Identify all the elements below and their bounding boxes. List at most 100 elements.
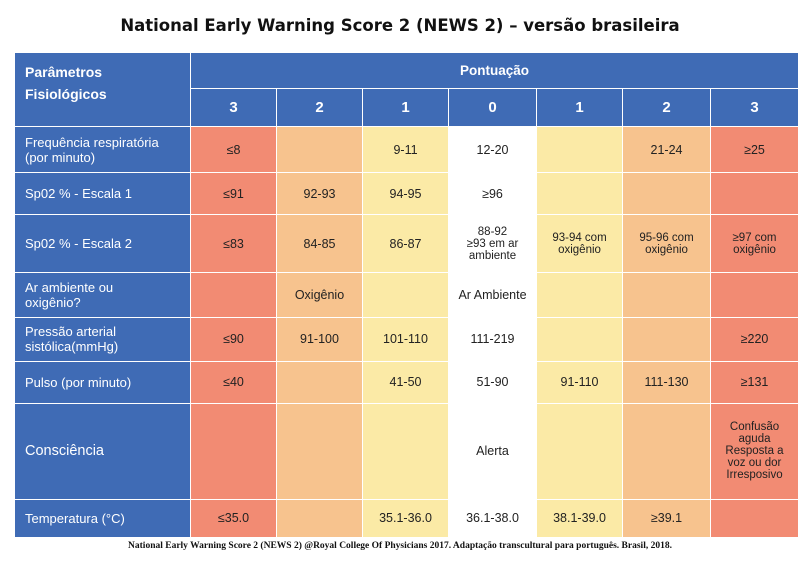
score-cell: Alerta <box>448 402 537 500</box>
score-cell-value: Confusão aguda Resposta a voz ou dor Irr… <box>725 421 784 482</box>
table-row: Sp02 % - Escala 1 ≤91 92-93 94-95 ≥96 <box>14 172 800 216</box>
table-row: Frequência respiratória (por minuto) ≤8 9-1… <box>14 126 800 174</box>
score-cell-value: 93-94 com oxigênio <box>552 231 607 256</box>
score-cell-value: Ar Ambiente <box>458 287 527 302</box>
score-cell <box>709 172 800 216</box>
score-cell-value: ≥25 <box>744 142 765 157</box>
score-cell-value: 95-96 com oxigênio <box>639 231 694 256</box>
score-cell: 101-110 <box>362 316 449 362</box>
score-cell-value: ≥39.1 <box>650 511 683 526</box>
score-cell: ≤35.0 <box>190 498 277 539</box>
score-cell-value: ≤83 <box>223 236 244 251</box>
score-header: 2 <box>622 88 711 128</box>
score-cell <box>536 272 623 318</box>
score-cell <box>536 126 623 174</box>
score-header: 1 <box>362 88 449 128</box>
score-cell <box>709 272 800 318</box>
score-cell <box>276 498 363 539</box>
table-row: Sp02 % - Escala 2 ≤83 84-85 86-87 88-92 ≥93 … <box>14 214 800 274</box>
score-cell-value: 92-93 <box>303 186 336 201</box>
parameter-label-line1: Pulso (por minuto) <box>25 374 132 390</box>
score-cell <box>276 402 363 500</box>
score-cell-value: 91-100 <box>300 332 339 347</box>
score-cell: 111-130 <box>622 360 711 404</box>
page-title: National Early Warning Score 2 (NEWS 2) … <box>120 16 680 35</box>
parameters-header: Parâmetros Fisiológicos <box>14 51 191 128</box>
score-cell: 21-24 <box>622 126 711 174</box>
score-cell-value: 94-95 <box>389 186 422 201</box>
score-cell: 95-96 com oxigênio <box>622 214 711 274</box>
score-cell-value: ≥220 <box>740 332 769 347</box>
parameters-header-line1: Parâmetros <box>25 64 103 80</box>
score-header: 3 <box>709 88 800 128</box>
parameter-label: Ar ambiente ou oxigênio? <box>14 272 191 318</box>
table-row: Pulso (por minuto) ≤40 41-50 51-90 91-110 111… <box>14 360 800 404</box>
score-cell: ≥25 <box>709 126 800 174</box>
score-cell: Ar Ambiente <box>448 272 537 318</box>
parameter-label: Pulso (por minuto) <box>14 360 191 404</box>
parameter-label: Temperatura (°C) <box>14 498 191 539</box>
score-cell-value: 21-24 <box>650 142 683 157</box>
news2-table: Parâmetros Fisiológicos Pontuação 3 2 1 … <box>14 51 800 539</box>
table-row: Pressão arterial sistólica(mmHg) ≤90 91-100… <box>14 316 800 362</box>
score-cell: 84-85 <box>276 214 363 274</box>
score-cell: 88-92 ≥93 em ar ambiente <box>448 214 537 274</box>
score-cell: ≥39.1 <box>622 498 711 539</box>
score-cell <box>276 360 363 404</box>
score-cell <box>190 272 277 318</box>
score-cell: 92-93 <box>276 172 363 216</box>
score-header: 2 <box>276 88 363 128</box>
score-cell-value: 84-85 <box>303 236 336 251</box>
score-cell-value: 51-90 <box>476 375 509 390</box>
score-cell <box>536 316 623 362</box>
score-cell: ≤8 <box>190 126 277 174</box>
score-cell-value: ≤40 <box>223 375 244 390</box>
parameter-label-line2: (por minuto) <box>25 149 96 165</box>
parameter-label: Pressão arterial sistólica(mmHg) <box>14 316 191 362</box>
table-row: Ar ambiente ou oxigênio? Oxigênio Ar Ambien… <box>14 272 800 318</box>
score-cell: 35.1-36.0 <box>362 498 449 539</box>
score-cell: Confusão aguda Resposta a voz ou dor Irr… <box>709 402 800 500</box>
score-cell-value: 101-110 <box>383 332 428 347</box>
score-cell-value: ≤35.0 <box>217 511 250 526</box>
table-row: Temperatura (°C) ≤35.0 35.1-36.0 36.1-38.0 3… <box>14 498 800 539</box>
score-cell-value: 38.1-39.0 <box>553 511 606 526</box>
parameter-label-line1: Pressão arterial <box>25 324 117 340</box>
score-cell-value: ≤90 <box>223 332 244 347</box>
pontuacao-header: Pontuação <box>189 51 800 90</box>
score-header: 3 <box>190 88 277 128</box>
score-cell: 51-90 <box>448 360 537 404</box>
score-cell <box>709 498 800 539</box>
parameter-label-line1: Sp02 % - Escala 2 <box>25 236 132 252</box>
score-cell: 9-11 <box>362 126 449 174</box>
score-cell <box>362 402 449 500</box>
score-cell-value: 86-87 <box>389 236 422 251</box>
table-row: Consciência Alerta Confusão aguda Resposta… <box>14 402 800 500</box>
parameter-label-line1: Sp02 % - Escala 1 <box>25 186 132 202</box>
score-cell: ≥131 <box>709 360 800 404</box>
score-cell-value: 35.1-36.0 <box>379 511 432 526</box>
score-cell-value: 91-110 <box>560 375 599 390</box>
score-cell: 91-110 <box>536 360 623 404</box>
score-cell-value: ≤91 <box>223 186 244 201</box>
score-cell: 86-87 <box>362 214 449 274</box>
parameter-label-line1: Frequência respiratória <box>25 134 159 150</box>
parameter-label: Sp02 % - Escala 2 <box>14 214 191 274</box>
score-cell: 41-50 <box>362 360 449 404</box>
score-cell <box>276 126 363 174</box>
score-cell-value: 88-92 ≥93 em ar ambiente <box>466 225 519 262</box>
footer-citation: National Early Warning Score 2 (NEWS 2) … <box>128 541 672 551</box>
parameter-label: Sp02 % - Escala 1 <box>14 172 191 216</box>
score-cell: ≤40 <box>190 360 277 404</box>
score-cell: ≥96 <box>448 172 537 216</box>
score-cell: 93-94 com oxigênio <box>536 214 623 274</box>
score-cell-value: 36.1-38.0 <box>466 511 519 526</box>
score-cell-value: Alerta <box>476 444 509 459</box>
score-cell: ≥220 <box>709 316 800 362</box>
score-cell: 38.1-39.0 <box>536 498 623 539</box>
score-cell: 36.1-38.0 <box>448 498 537 539</box>
parameter-label-line1: Consciência <box>25 442 104 459</box>
score-cell: ≤91 <box>190 172 277 216</box>
score-cell: ≤90 <box>190 316 277 362</box>
score-cell <box>362 272 449 318</box>
